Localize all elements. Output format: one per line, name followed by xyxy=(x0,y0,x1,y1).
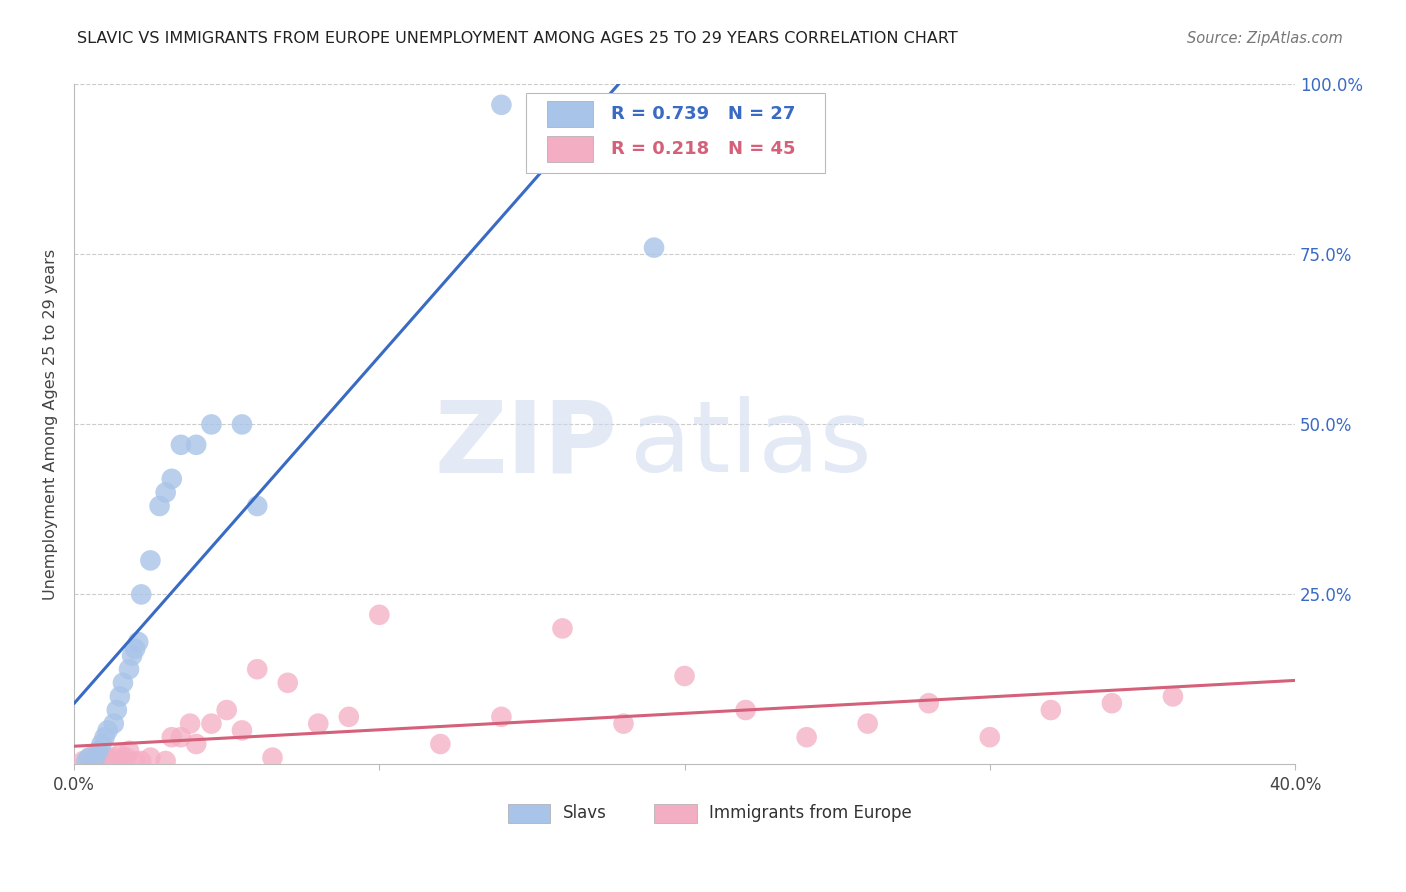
Text: R = 0.218   N = 45: R = 0.218 N = 45 xyxy=(612,140,796,158)
Point xyxy=(186,438,208,452)
Point xyxy=(148,499,170,513)
Point xyxy=(215,703,238,717)
Point xyxy=(160,730,183,744)
FancyBboxPatch shape xyxy=(508,804,550,823)
Point xyxy=(84,750,107,764)
Point xyxy=(90,750,112,764)
Point xyxy=(160,472,183,486)
Point xyxy=(118,744,141,758)
Point xyxy=(170,438,193,452)
Point xyxy=(121,648,143,663)
Y-axis label: Unemployment Among Ages 25 to 29 years: Unemployment Among Ages 25 to 29 years xyxy=(44,249,58,600)
Point xyxy=(97,723,120,738)
Point xyxy=(262,750,284,764)
Point xyxy=(139,553,162,567)
Point xyxy=(115,750,138,764)
Point xyxy=(100,754,122,768)
Point xyxy=(72,754,94,768)
Point xyxy=(429,737,451,751)
Point xyxy=(231,723,253,738)
Point xyxy=(75,754,97,768)
Text: R = 0.739   N = 27: R = 0.739 N = 27 xyxy=(612,105,796,123)
Point xyxy=(108,690,131,704)
Point xyxy=(612,716,634,731)
Point xyxy=(368,607,391,622)
FancyBboxPatch shape xyxy=(526,93,825,173)
Point xyxy=(127,635,149,649)
Point xyxy=(103,716,125,731)
Point xyxy=(103,750,125,764)
Point xyxy=(307,716,329,731)
Point xyxy=(491,98,513,112)
Point xyxy=(87,744,110,758)
Point xyxy=(93,730,115,744)
Point xyxy=(1039,703,1062,717)
Text: ZIP: ZIP xyxy=(434,396,617,493)
Point xyxy=(111,754,134,768)
Point xyxy=(139,750,162,764)
Text: Immigrants from Europe: Immigrants from Europe xyxy=(709,805,911,822)
Point xyxy=(105,703,128,717)
Point xyxy=(551,622,574,636)
Point xyxy=(82,754,104,768)
Point xyxy=(179,716,201,731)
Point xyxy=(200,716,222,731)
Point xyxy=(979,730,1001,744)
Point xyxy=(796,730,818,744)
Point xyxy=(90,737,112,751)
Point xyxy=(1161,690,1184,704)
Point xyxy=(129,587,152,601)
FancyBboxPatch shape xyxy=(547,101,593,127)
Text: atlas: atlas xyxy=(630,396,872,493)
FancyBboxPatch shape xyxy=(654,804,697,823)
Point xyxy=(108,747,131,762)
Point xyxy=(673,669,696,683)
Point xyxy=(93,754,115,768)
Point xyxy=(79,750,101,764)
Point xyxy=(337,710,360,724)
Point xyxy=(155,485,177,500)
Point xyxy=(491,710,513,724)
Point xyxy=(200,417,222,432)
Point xyxy=(277,675,299,690)
Point xyxy=(84,750,107,764)
Text: Slavs: Slavs xyxy=(562,805,606,822)
Point xyxy=(155,754,177,768)
Text: Source: ZipAtlas.com: Source: ZipAtlas.com xyxy=(1187,31,1343,46)
Point xyxy=(124,754,146,768)
FancyBboxPatch shape xyxy=(547,136,593,162)
Point xyxy=(246,499,269,513)
Point xyxy=(124,641,146,656)
Point xyxy=(87,754,110,768)
Point xyxy=(734,703,756,717)
Point xyxy=(170,730,193,744)
Point xyxy=(118,662,141,676)
Point xyxy=(231,417,253,432)
Point xyxy=(108,754,131,768)
Point xyxy=(918,696,941,710)
Point xyxy=(129,754,152,768)
Point xyxy=(97,750,120,764)
Point xyxy=(643,241,665,255)
Point xyxy=(246,662,269,676)
Point xyxy=(111,675,134,690)
Text: SLAVIC VS IMMIGRANTS FROM EUROPE UNEMPLOYMENT AMONG AGES 25 TO 29 YEARS CORRELAT: SLAVIC VS IMMIGRANTS FROM EUROPE UNEMPLO… xyxy=(77,31,957,46)
Point xyxy=(1101,696,1123,710)
Point xyxy=(79,750,101,764)
Point xyxy=(186,737,208,751)
Point xyxy=(856,716,879,731)
